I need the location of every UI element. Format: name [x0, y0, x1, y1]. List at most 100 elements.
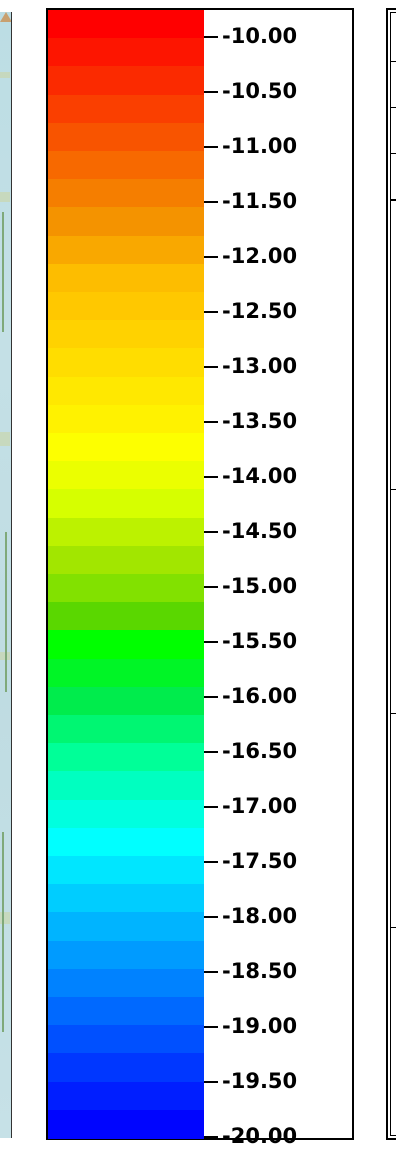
legend-color-band — [48, 1109, 204, 1139]
legend-color-band — [48, 179, 204, 209]
table-row-divider — [391, 107, 396, 108]
map-terrain-patch — [0, 912, 10, 924]
legend-tick-label: -16.50 — [222, 739, 298, 763]
legend-tick-mark — [204, 806, 218, 808]
legend-tick-label: -18.00 — [222, 904, 298, 928]
legend-color-band — [48, 1053, 204, 1083]
table-row-divider — [391, 153, 396, 154]
map-river-line — [5, 532, 7, 692]
color-bar — [48, 10, 204, 1139]
legend-color-band — [48, 884, 204, 914]
legend-tick-label: -14.00 — [222, 464, 298, 488]
legend-color-band — [48, 715, 204, 744]
legend-tick-mark — [204, 531, 218, 533]
legend-color-band — [48, 10, 204, 39]
legend-tick-label: -18.50 — [222, 959, 298, 983]
legend-color-band — [48, 997, 204, 1026]
legend-color-band — [48, 122, 204, 152]
legend-color-band — [48, 940, 204, 970]
legend-color-band — [48, 461, 204, 491]
legend-color-band — [48, 799, 204, 829]
legend-tick-mark — [204, 311, 218, 313]
legend-color-band — [48, 686, 204, 716]
legend-tick-mark — [204, 421, 218, 423]
legend-color-band — [48, 1025, 204, 1055]
legend-color-band — [48, 263, 204, 293]
legend-tick-label: -19.50 — [222, 1069, 298, 1093]
legend-tick-label: -17.00 — [222, 794, 298, 818]
legend-color-band — [48, 320, 204, 350]
table-row-divider — [391, 61, 396, 62]
legend-color-band — [48, 1081, 204, 1111]
color-scale-legend: -10.00 -10.50 -11.00 -11.50 -12.00 -12.50 -13.… — [46, 8, 354, 1148]
map-river-line — [2, 832, 4, 1032]
legend-color-band — [48, 376, 204, 406]
legend-tick-mark — [204, 586, 218, 588]
legend-color-band — [48, 856, 204, 885]
legend-tick-label: -19.00 — [222, 1014, 298, 1038]
legend-color-band — [48, 771, 204, 801]
legend-color-band — [48, 235, 204, 265]
legend-tick-mark — [204, 146, 218, 148]
legend-tick-mark — [204, 1136, 218, 1138]
legend-tick-mark — [204, 1026, 218, 1028]
legend-color-band — [48, 433, 204, 462]
map-terrain-patch — [0, 192, 10, 202]
legend-tick-mark — [204, 696, 218, 698]
legend-color-band — [48, 574, 204, 603]
legend-tick-mark — [204, 476, 218, 478]
legend-color-band — [48, 517, 204, 547]
legend-tick-label: -10.50 — [222, 79, 298, 103]
attribute-table-edge — [386, 8, 396, 1140]
map-terrain-patch — [0, 432, 10, 446]
legend-tick-label: -16.00 — [222, 684, 298, 708]
legend-tick-label: -20.00 — [222, 1124, 298, 1148]
legend-color-band — [48, 348, 204, 378]
legend-tick-mark — [204, 861, 218, 863]
legend-tick-label: -15.50 — [222, 629, 298, 653]
legend-tick-mark — [204, 201, 218, 203]
legend-color-band — [48, 968, 204, 998]
legend-color-band — [48, 658, 204, 688]
table-row-divider — [391, 927, 396, 928]
legend-tick-label: -14.50 — [222, 519, 298, 543]
legend-tick-label: -12.00 — [222, 244, 298, 268]
map-terrain-patch — [0, 72, 10, 78]
legend-tick-mark — [204, 91, 218, 93]
map-river-line — [2, 212, 4, 332]
legend-tick-mark — [204, 916, 218, 918]
legend-color-band — [48, 207, 204, 237]
legend-color-band — [48, 545, 204, 575]
legend-tick-label: -15.00 — [222, 574, 298, 598]
legend-tick-mark — [204, 641, 218, 643]
legend-tick-label: -11.50 — [222, 189, 298, 213]
legend-tick-label: -12.50 — [222, 299, 298, 323]
table-inner-border — [390, 12, 396, 1136]
legend-color-band — [48, 38, 204, 68]
legend-tick-mark — [204, 36, 218, 38]
legend-color-band — [48, 602, 204, 632]
legend-tick-label: -13.50 — [222, 409, 298, 433]
map-marker-icon — [0, 12, 11, 22]
legend-tick-mark — [204, 1081, 218, 1083]
legend-color-band — [48, 151, 204, 180]
legend-color-band — [48, 404, 204, 434]
legend-tick-label: -17.50 — [222, 849, 298, 873]
legend-color-band — [48, 630, 204, 660]
legend-color-band — [48, 912, 204, 942]
legend-color-band — [48, 489, 204, 519]
legend-color-band — [48, 743, 204, 773]
table-row-divider — [391, 199, 396, 201]
legend-tick-label: -13.00 — [222, 354, 298, 378]
table-row-divider — [391, 489, 396, 490]
legend-color-band — [48, 292, 204, 321]
legend-tick-mark — [204, 751, 218, 753]
legend-tick-mark — [204, 971, 218, 973]
legend-tick-mark — [204, 256, 218, 258]
legend-tick-label: -11.00 — [222, 134, 298, 158]
legend-color-band — [48, 66, 204, 96]
table-row-divider — [391, 713, 396, 714]
map-view-edge — [0, 12, 12, 1138]
legend-tick-mark — [204, 366, 218, 368]
legend-tick-label: -10.00 — [222, 24, 298, 48]
